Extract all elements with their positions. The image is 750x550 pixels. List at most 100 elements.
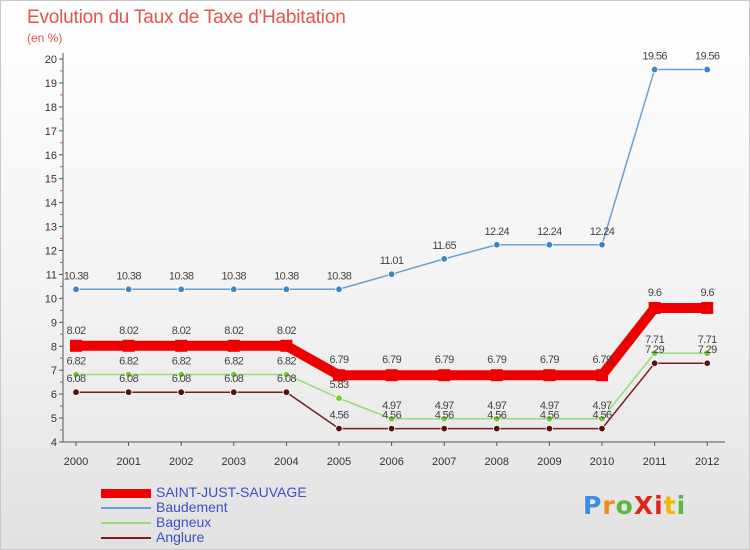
legend-label: SAINT-JUST-SAUVAGE	[156, 484, 307, 500]
data-point	[335, 424, 343, 433]
data-label: 6.79	[329, 354, 348, 366]
data-point	[493, 241, 501, 249]
legend-swatch	[101, 522, 151, 524]
y-tick-label: 6	[51, 389, 57, 401]
y-tick-label: 12	[45, 246, 57, 258]
y-tick-label: 4	[51, 437, 57, 449]
logo-letter: P	[583, 491, 603, 520]
y-tick-label: 14	[45, 198, 57, 210]
x-tick-label: 2007	[432, 456, 456, 468]
data-point	[282, 370, 291, 379]
data-point	[282, 388, 291, 396]
x-tick-label: 2009	[537, 456, 561, 468]
x-tick-label: 2000	[64, 456, 88, 468]
data-label: 4.97	[487, 400, 506, 412]
x-tick-label: 2005	[327, 456, 351, 468]
data-point	[122, 339, 135, 352]
data-point	[335, 285, 343, 293]
data-point	[385, 369, 398, 382]
data-label: 10.38	[64, 270, 89, 282]
data-label: 4.97	[592, 400, 611, 412]
legend-swatch	[101, 489, 151, 498]
data-point	[440, 415, 448, 423]
data-label: 4.97	[540, 400, 559, 412]
data-point	[598, 415, 606, 423]
data-point	[335, 394, 343, 402]
data-label: 6.08	[66, 373, 85, 385]
x-tick-label: 2001	[116, 456, 140, 468]
data-label: 6.82	[119, 355, 138, 367]
data-point	[227, 339, 240, 352]
data-label: 6.82	[277, 355, 296, 367]
data-label: 6.82	[224, 355, 243, 367]
legend-swatch	[101, 537, 151, 539]
data-point	[72, 388, 80, 396]
data-point	[701, 301, 714, 314]
data-point	[493, 415, 501, 423]
data-label: 4.97	[382, 400, 401, 412]
legend-label: Anglure	[156, 529, 205, 545]
data-point	[124, 388, 133, 396]
x-tick-label: 2011	[643, 456, 667, 468]
data-point	[438, 369, 451, 382]
x-tick-label: 2012	[695, 456, 719, 468]
y-tick-label: 15	[45, 174, 57, 186]
data-label: 4.56	[540, 410, 559, 422]
data-point	[650, 65, 659, 74]
data-label: 10.38	[116, 270, 141, 282]
y-tick-label: 19	[45, 78, 57, 90]
x-tick-label: 2002	[169, 456, 193, 468]
data-point	[177, 370, 185, 379]
y-tick-label: 8	[51, 341, 57, 353]
data-point	[282, 285, 291, 293]
data-labels: 6.08 6.08 6.08 6.08 6.08 4.56 4.56 4.56 4.56 4.56…	[64, 51, 721, 422]
data-label: 9.6	[648, 287, 662, 299]
logo-letter: r	[602, 491, 616, 520]
data-label: 7.29	[698, 344, 717, 356]
data-point	[703, 65, 711, 74]
x-tick-label: 2010	[590, 456, 614, 468]
data-label: 4.56	[435, 410, 454, 422]
data-label: 11.01	[380, 255, 404, 267]
data-label: 4.56	[592, 410, 611, 422]
logo-letter: i	[676, 491, 687, 520]
legend-swatch	[101, 507, 151, 509]
y-tick-label: 11	[46, 269, 57, 281]
data-label: 6.79	[487, 354, 506, 366]
y-tick-label: 16	[45, 150, 57, 162]
data-point	[545, 415, 554, 423]
unit-label: (en %)	[27, 31, 63, 45]
data-label: 7.29	[645, 344, 664, 356]
data-label: 5.83	[329, 379, 348, 391]
data-label: 8.02	[119, 325, 138, 337]
data-label: 7.71	[645, 334, 664, 346]
data-point	[440, 424, 448, 433]
data-point	[124, 370, 133, 379]
data-label: 6.79	[592, 354, 611, 366]
x-tick-label: 2003	[222, 456, 246, 468]
chart-title: Evolution du Taux de Taxe d'Habitation	[27, 7, 346, 28]
y-tick-label: 17	[45, 126, 57, 138]
y-tick-label: 9	[51, 317, 57, 329]
logo-letter: o	[615, 491, 634, 520]
logo-letter: i	[654, 491, 664, 520]
data-point	[230, 370, 238, 379]
data-point	[543, 369, 556, 382]
data-point	[596, 369, 608, 382]
legend-label: Baudement	[156, 499, 228, 515]
data-label: 8.02	[277, 325, 296, 337]
data-label: 12.24	[485, 226, 510, 238]
data-label: 7.71	[698, 334, 717, 346]
data-point	[124, 285, 133, 293]
data-label: 12.24	[537, 226, 562, 238]
proxiti-logo: ProXiti	[583, 491, 686, 520]
data-label: 4.56	[382, 410, 401, 422]
data-point	[230, 388, 238, 396]
data-label: 10.38	[274, 270, 299, 282]
data-point	[72, 285, 80, 293]
data-point	[545, 424, 554, 433]
data-label: 10.38	[327, 270, 352, 282]
y-tick-label: 13	[45, 222, 57, 234]
x-tick-label: 2004	[274, 456, 298, 468]
